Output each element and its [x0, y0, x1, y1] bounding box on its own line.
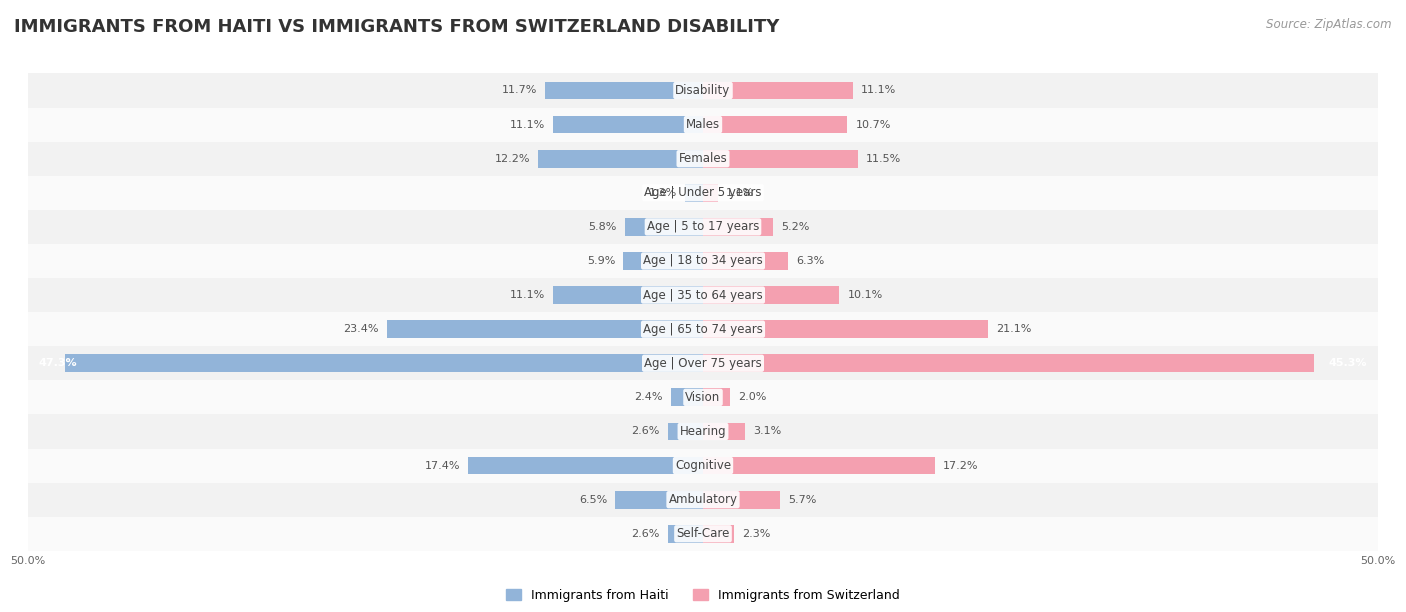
Text: Disability: Disability	[675, 84, 731, 97]
Bar	[703, 389, 730, 406]
Text: 5.2%: 5.2%	[782, 222, 810, 232]
Bar	[703, 457, 935, 474]
Text: 17.4%: 17.4%	[425, 461, 460, 471]
Bar	[668, 423, 703, 440]
Text: 1.3%: 1.3%	[650, 188, 678, 198]
Bar	[28, 141, 1378, 176]
Bar	[623, 252, 703, 270]
Text: 47.3%: 47.3%	[39, 358, 77, 368]
Text: 3.1%: 3.1%	[754, 427, 782, 436]
Text: 45.3%: 45.3%	[1329, 358, 1367, 368]
Bar	[468, 457, 703, 474]
Bar	[538, 150, 703, 168]
Bar	[703, 150, 858, 168]
Bar	[28, 278, 1378, 312]
Text: IMMIGRANTS FROM HAITI VS IMMIGRANTS FROM SWITZERLAND DISABILITY: IMMIGRANTS FROM HAITI VS IMMIGRANTS FROM…	[14, 18, 779, 36]
Text: 6.3%: 6.3%	[796, 256, 824, 266]
Bar	[28, 210, 1378, 244]
Text: 11.1%: 11.1%	[860, 86, 896, 95]
Bar	[703, 286, 839, 304]
Bar	[28, 483, 1378, 517]
Text: Self-Care: Self-Care	[676, 528, 730, 540]
Bar	[28, 346, 1378, 380]
Text: 11.5%: 11.5%	[866, 154, 901, 163]
Text: 11.1%: 11.1%	[510, 290, 546, 300]
Text: 2.4%: 2.4%	[634, 392, 662, 402]
Text: 12.2%: 12.2%	[495, 154, 530, 163]
Bar	[546, 81, 703, 99]
Text: 23.4%: 23.4%	[343, 324, 380, 334]
Text: 11.7%: 11.7%	[502, 86, 537, 95]
Bar	[28, 244, 1378, 278]
Bar	[28, 108, 1378, 141]
Text: Age | 18 to 34 years: Age | 18 to 34 years	[643, 255, 763, 267]
Bar	[703, 116, 848, 133]
Text: 1.1%: 1.1%	[725, 188, 754, 198]
Text: 2.0%: 2.0%	[738, 392, 766, 402]
Bar	[703, 81, 853, 99]
Bar	[28, 73, 1378, 108]
Text: Age | Under 5 years: Age | Under 5 years	[644, 186, 762, 200]
Text: 2.6%: 2.6%	[631, 529, 659, 539]
Bar	[28, 517, 1378, 551]
Bar	[686, 184, 703, 201]
Text: 10.7%: 10.7%	[855, 119, 891, 130]
Text: 21.1%: 21.1%	[995, 324, 1031, 334]
Text: 2.6%: 2.6%	[631, 427, 659, 436]
Bar	[65, 354, 703, 372]
Bar	[624, 218, 703, 236]
Bar	[616, 491, 703, 509]
Bar	[668, 525, 703, 543]
Text: Age | 5 to 17 years: Age | 5 to 17 years	[647, 220, 759, 233]
Text: Age | Over 75 years: Age | Over 75 years	[644, 357, 762, 370]
Bar	[671, 389, 703, 406]
Bar	[28, 312, 1378, 346]
Bar	[553, 286, 703, 304]
Text: 6.5%: 6.5%	[579, 494, 607, 505]
Text: Cognitive: Cognitive	[675, 459, 731, 472]
Text: Vision: Vision	[685, 391, 721, 404]
Bar	[703, 423, 745, 440]
Bar	[28, 449, 1378, 483]
Bar	[703, 184, 718, 201]
Bar	[703, 218, 773, 236]
Text: 5.9%: 5.9%	[586, 256, 616, 266]
Bar	[703, 320, 988, 338]
Text: 10.1%: 10.1%	[848, 290, 883, 300]
Text: Age | 35 to 64 years: Age | 35 to 64 years	[643, 289, 763, 302]
Bar	[703, 354, 1315, 372]
Text: Source: ZipAtlas.com: Source: ZipAtlas.com	[1267, 18, 1392, 31]
Text: Age | 65 to 74 years: Age | 65 to 74 years	[643, 323, 763, 335]
Text: 11.1%: 11.1%	[510, 119, 546, 130]
Legend: Immigrants from Haiti, Immigrants from Switzerland: Immigrants from Haiti, Immigrants from S…	[506, 589, 900, 602]
Text: Ambulatory: Ambulatory	[668, 493, 738, 506]
Text: 5.7%: 5.7%	[787, 494, 817, 505]
Bar	[28, 380, 1378, 414]
Bar	[387, 320, 703, 338]
Bar	[28, 414, 1378, 449]
Bar	[553, 116, 703, 133]
Text: Males: Males	[686, 118, 720, 131]
Bar	[28, 176, 1378, 210]
Bar	[703, 525, 734, 543]
Text: 5.8%: 5.8%	[588, 222, 617, 232]
Text: 2.3%: 2.3%	[742, 529, 770, 539]
Text: 17.2%: 17.2%	[943, 461, 979, 471]
Text: Females: Females	[679, 152, 727, 165]
Text: Hearing: Hearing	[679, 425, 727, 438]
Bar	[703, 491, 780, 509]
Bar	[703, 252, 787, 270]
